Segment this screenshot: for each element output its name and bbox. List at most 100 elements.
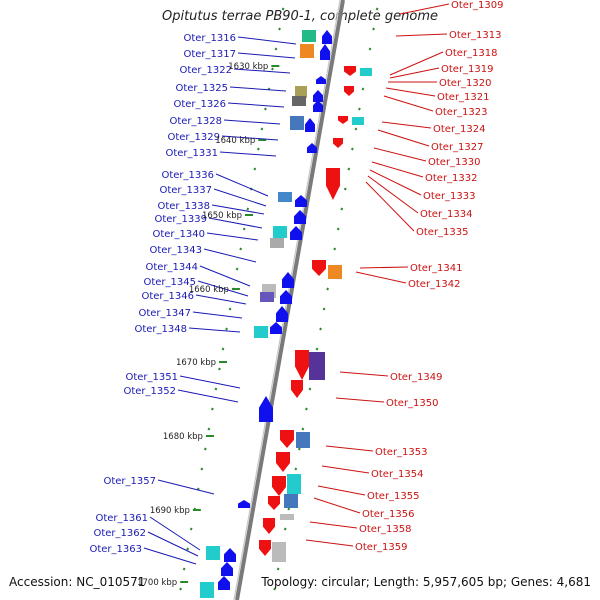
gene-leader-line (355, 271, 407, 284)
gene-leader-line (233, 68, 291, 74)
forward-gene-label[interactable]: Oter_1317 (183, 49, 236, 60)
forward-gene-arrow (276, 306, 288, 322)
gene-leader-line (385, 87, 436, 97)
forward-gene-label[interactable]: Oter_1340 (152, 229, 205, 240)
rail-dot (347, 167, 351, 171)
forward-gene-label[interactable]: Oter_1328 (169, 116, 222, 127)
forward-gene-label[interactable]: Oter_1346 (141, 291, 194, 302)
rail-dot (343, 187, 347, 191)
gene-leader-line (197, 280, 249, 297)
reverse-gene-label[interactable]: Oter_1350 (386, 398, 439, 409)
forward-gene-label[interactable]: Oter_1361 (95, 513, 148, 524)
rail-dot (294, 467, 298, 471)
forward-gene-label[interactable]: Oter_1339 (154, 214, 207, 225)
bp-tick-label: 1690 kbp (150, 506, 190, 516)
reverse-gene-label[interactable]: Oter_1319 (441, 64, 494, 75)
reverse-gene-label[interactable]: Oter_1349 (390, 372, 443, 383)
gene-block (290, 116, 304, 130)
gene-leader-line (335, 397, 385, 403)
forward-gene-label[interactable]: Oter_1344 (145, 262, 198, 273)
forward-gene-label[interactable]: Oter_1347 (138, 308, 191, 319)
forward-gene-label[interactable]: Oter_1351 (125, 372, 178, 383)
forward-gene-label[interactable]: Oter_1326 (173, 99, 226, 110)
bp-tick-label: 1660 kbp (189, 285, 229, 295)
gene-leader-line (179, 375, 241, 389)
reverse-gene-label[interactable]: Oter_1359 (355, 542, 408, 553)
reverse-gene-label[interactable]: Oter_1332 (425, 173, 478, 184)
reverse-gene-label[interactable]: Oter_1358 (359, 524, 412, 535)
reverse-gene-arrow (333, 138, 343, 148)
reverse-gene-arrow (344, 66, 356, 76)
gene-block (206, 546, 220, 560)
forward-gene-label[interactable]: Oter_1322 (179, 65, 232, 76)
forward-gene-label[interactable]: Oter_1348 (134, 324, 187, 335)
reverse-gene-label[interactable]: Oter_1324 (433, 124, 486, 135)
gene-block (295, 86, 307, 98)
reverse-gene-label[interactable]: Oter_1334 (420, 209, 473, 220)
gene-leader-line (203, 248, 257, 263)
reverse-gene-label[interactable]: Oter_1327 (431, 142, 484, 153)
rail-dot (179, 587, 182, 591)
bp-tick-label: 1680 kbp (163, 432, 203, 442)
forward-gene-label[interactable]: Oter_1345 (143, 277, 196, 288)
rail-dot (264, 107, 267, 111)
reverse-gene-label[interactable]: Oter_1341 (410, 263, 463, 274)
gene-leader-line (317, 485, 366, 496)
forward-gene-label[interactable]: Oter_1329 (167, 132, 220, 143)
gene-leader-line (237, 36, 297, 45)
rail-dot (207, 427, 211, 431)
reverse-gene-arrow (344, 86, 354, 96)
reverse-gene-label[interactable]: Oter_1313 (449, 30, 502, 41)
gene-leader-line (305, 539, 354, 547)
reverse-gene-arrow (326, 168, 340, 200)
reverse-gene-label[interactable]: Oter_1356 (362, 509, 415, 520)
gene-leader-line (147, 531, 199, 557)
rail-dot (189, 527, 193, 531)
rail-dot (260, 127, 264, 131)
forward-gene-label[interactable]: Oter_1352 (123, 386, 176, 397)
reverse-gene-label[interactable]: Oter_1342 (408, 279, 461, 290)
forward-gene-label[interactable]: Oter_1343 (149, 245, 202, 256)
rail-dot (319, 327, 322, 331)
rail-dot (287, 507, 291, 511)
reverse-gene-label[interactable]: Oter_1354 (371, 469, 424, 480)
rail-dot (273, 587, 276, 591)
reverse-gene-label[interactable]: Oter_1333 (423, 191, 476, 202)
gene-leader-line (211, 204, 265, 215)
forward-gene-label[interactable]: Oter_1316 (183, 33, 236, 44)
forward-gene-label[interactable]: Oter_1357 (103, 476, 156, 487)
reverse-gene-label[interactable]: Oter_1320 (439, 78, 492, 89)
reverse-gene-label[interactable]: Oter_1323 (435, 107, 488, 118)
forward-gene-arrow (313, 100, 323, 112)
reverse-gene-arrow (263, 518, 275, 534)
forward-gene-label[interactable]: Oter_1338 (157, 201, 210, 212)
bp-tick-label: 1640 kbp (215, 136, 255, 146)
reverse-gene-label[interactable]: Oter_1330 (428, 157, 481, 168)
rail-dot (225, 327, 228, 331)
reverse-gene-label[interactable]: Oter_1335 (416, 227, 469, 238)
reverse-gene-label[interactable]: Oter_1318 (445, 48, 498, 59)
forward-gene-label[interactable]: Oter_1325 (175, 83, 228, 94)
reverse-gene-arrow (291, 380, 303, 398)
gene-block (309, 352, 325, 380)
gene-block (292, 96, 306, 106)
gene-leader-line (221, 135, 279, 141)
rail-dot (375, 7, 379, 11)
gene-leader-line (373, 147, 427, 162)
forward-gene-label[interactable]: Oter_1331 (165, 148, 218, 159)
forward-gene-label[interactable]: Oter_1362 (93, 528, 146, 539)
forward-gene-arrow (280, 290, 292, 304)
reverse-gene-label[interactable]: Oter_1309 (451, 0, 504, 11)
gene-leader-line (192, 311, 243, 319)
rail-dot (182, 567, 186, 571)
rail-dot (283, 527, 287, 531)
reverse-gene-label[interactable]: Oter_1321 (437, 92, 490, 103)
forward-gene-label[interactable]: Oter_1363 (89, 544, 142, 555)
forward-gene-label[interactable]: Oter_1337 (159, 185, 212, 196)
bp-tick-label: 1630 kbp (228, 62, 268, 72)
reverse-gene-label[interactable]: Oter_1353 (375, 447, 428, 458)
reverse-gene-label[interactable]: Oter_1355 (367, 491, 420, 502)
rail-dot (308, 387, 312, 391)
rail-dot (239, 247, 243, 251)
forward-gene-label[interactable]: Oter_1336 (161, 170, 214, 181)
